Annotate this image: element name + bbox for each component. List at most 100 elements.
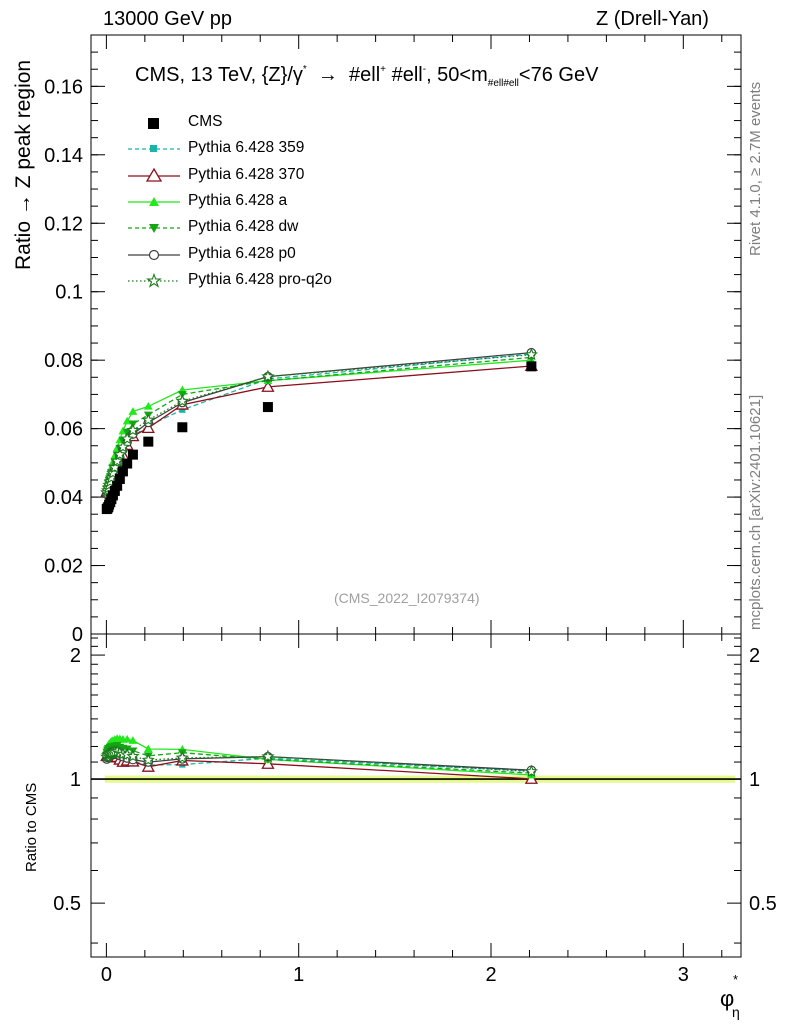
point-pq2o — [110, 454, 124, 467]
legend-item-q2o: Pythia 6.428 pro-q2o — [124, 270, 384, 292]
point-pq2o — [524, 347, 538, 361]
point-pq2o — [116, 440, 130, 453]
legend-marker-cms — [148, 118, 159, 129]
legend-label: Pythia 6.428 359 — [188, 139, 305, 156]
cms-data-point — [143, 436, 154, 447]
y-tick-label: 0.16 — [44, 76, 83, 98]
y-axis-label: Ratio → Z peak region — [12, 59, 35, 270]
x-axis-label-phi: φ — [720, 986, 735, 1011]
legend-label: Pythia 6.428 dw — [188, 218, 299, 235]
ratio-point-pa — [122, 734, 132, 743]
ratio-point-pq2o — [524, 764, 538, 778]
point-pq2o — [261, 369, 275, 383]
legend-marker-dw — [128, 224, 180, 233]
ratio-y-axis-label: Ratio to CMS — [23, 782, 40, 872]
analysis-watermark: (CMS_2022_I2079374) — [334, 590, 480, 606]
ratio-tick-label-right: 0.5 — [749, 893, 777, 915]
legend-marker-359 — [128, 145, 180, 152]
x-axis-label: φ * η — [720, 972, 740, 1020]
y-tick-label: 0.02 — [44, 556, 83, 578]
series-line-pq2o — [106, 354, 532, 493]
point-p370 — [141, 421, 155, 433]
cms-data-point — [262, 402, 273, 413]
legend-marker-a — [128, 197, 180, 206]
point-pq2o — [113, 447, 127, 461]
ratio-plot-frame: 0.5 0.5 1 1 2 2 0 1 2 3 — [53, 633, 777, 986]
cms-data-point — [177, 422, 188, 433]
y-tick-label: 0.12 — [44, 213, 83, 235]
series-line-p370 — [106, 365, 532, 493]
point-pq2o — [141, 413, 155, 426]
series-line-pa — [106, 359, 532, 487]
ratio-point-pq2o — [261, 749, 275, 763]
legend-label: Pythia 6.428 370 — [188, 166, 305, 183]
legend-marker-370 — [128, 167, 180, 182]
cms-data-point — [112, 480, 123, 491]
x-tick-label: 0 — [101, 964, 112, 986]
series-line-p359 — [106, 353, 532, 490]
legend-marker-q2o — [128, 272, 180, 288]
y-tick-label: 0.08 — [44, 350, 83, 372]
chart-title: CMS, 13 TeV, {Z}/γ* → #ell+ #ell-, 50<m#… — [135, 64, 598, 89]
point-pq2o — [108, 460, 122, 474]
x-tick-label: 3 — [678, 964, 689, 986]
legend-item-a: Pythia 6.428 a — [124, 191, 384, 213]
ratio-point-pa — [128, 736, 138, 744]
ratio-point-pq2o — [141, 753, 155, 766]
ratio-point-pq2o — [175, 750, 189, 764]
ratio-line-pa — [106, 737, 532, 776]
title-minus: - — [422, 64, 427, 75]
title-mid: , 50<m — [426, 64, 488, 86]
y-tick-label: 0.14 — [44, 145, 83, 167]
legend-item-cms: CMS — [124, 112, 384, 134]
ratio-frame — [90, 633, 742, 958]
y-tick-label: 0.1 — [55, 282, 83, 304]
point-p370 — [261, 380, 275, 392]
legend-item-dw: Pythia 6.428 dw — [124, 217, 384, 239]
title-star: * — [302, 64, 307, 75]
legend-item-370: Pythia 6.428 370 — [124, 165, 384, 187]
header-right: Z (Drell-Yan) — [596, 8, 709, 30]
ratio-tick-label-right: 2 — [749, 645, 760, 667]
cms-data-point — [526, 361, 537, 372]
cms-data-point — [117, 466, 128, 477]
legend-item-359: Pythia 6.428 359 — [124, 138, 384, 160]
ratio-point-pa — [143, 744, 153, 753]
legend-label: CMS — [188, 113, 223, 130]
main-plot-frame: 0 0.02 0.04 0.06 0.08 0.1 0.12 0.14 0.16 — [44, 34, 742, 646]
x-tick-label: 2 — [485, 964, 496, 986]
point-pa — [122, 416, 132, 425]
title-lepton1: #ell — [349, 64, 381, 86]
point-pq2o — [175, 394, 189, 407]
x-axis-label-eta: η — [732, 1004, 740, 1020]
ratio-tick-label: 0.5 — [53, 893, 81, 915]
point-pq2o — [126, 423, 140, 436]
title-sub: #ell#ell — [487, 78, 519, 89]
title-arrow: → — [317, 64, 338, 86]
legend-marker-p0 — [128, 249, 180, 261]
cms-data-point — [109, 485, 120, 496]
cms-data-point — [114, 473, 125, 484]
header-left: 13000 GeV pp — [103, 8, 232, 30]
legend-label: Pythia 6.428 a — [188, 192, 288, 209]
y-tick-label: 0 — [72, 624, 83, 646]
cms-data-point — [122, 458, 133, 469]
title-plus: + — [380, 64, 387, 75]
title-lepton2: #ell — [386, 64, 423, 86]
point-p359 — [179, 406, 186, 413]
ratio-tick-label: 1 — [70, 769, 81, 791]
point-pa — [128, 407, 138, 415]
mcplots-label: mcplots.cern.ch [arXiv:2401.10621] — [747, 394, 764, 630]
ratio-point-pq2o — [126, 749, 140, 762]
title-prefix: CMS, 13 TeV, {Z}/γ — [135, 64, 303, 86]
y-tick-label: 0.04 — [44, 487, 83, 509]
point-pq2o — [120, 431, 134, 445]
legend-label: Pythia 6.428 p0 — [188, 245, 296, 262]
ratio-tick-label-right: 1 — [749, 769, 760, 791]
legend-label: Pythia 6.428 pro-q2o — [188, 271, 332, 288]
ratio-tick-label: 2 — [70, 645, 81, 667]
x-axis-label-star: * — [733, 972, 739, 987]
y-tick-label: 0.06 — [44, 419, 83, 441]
point-pa — [143, 401, 153, 410]
